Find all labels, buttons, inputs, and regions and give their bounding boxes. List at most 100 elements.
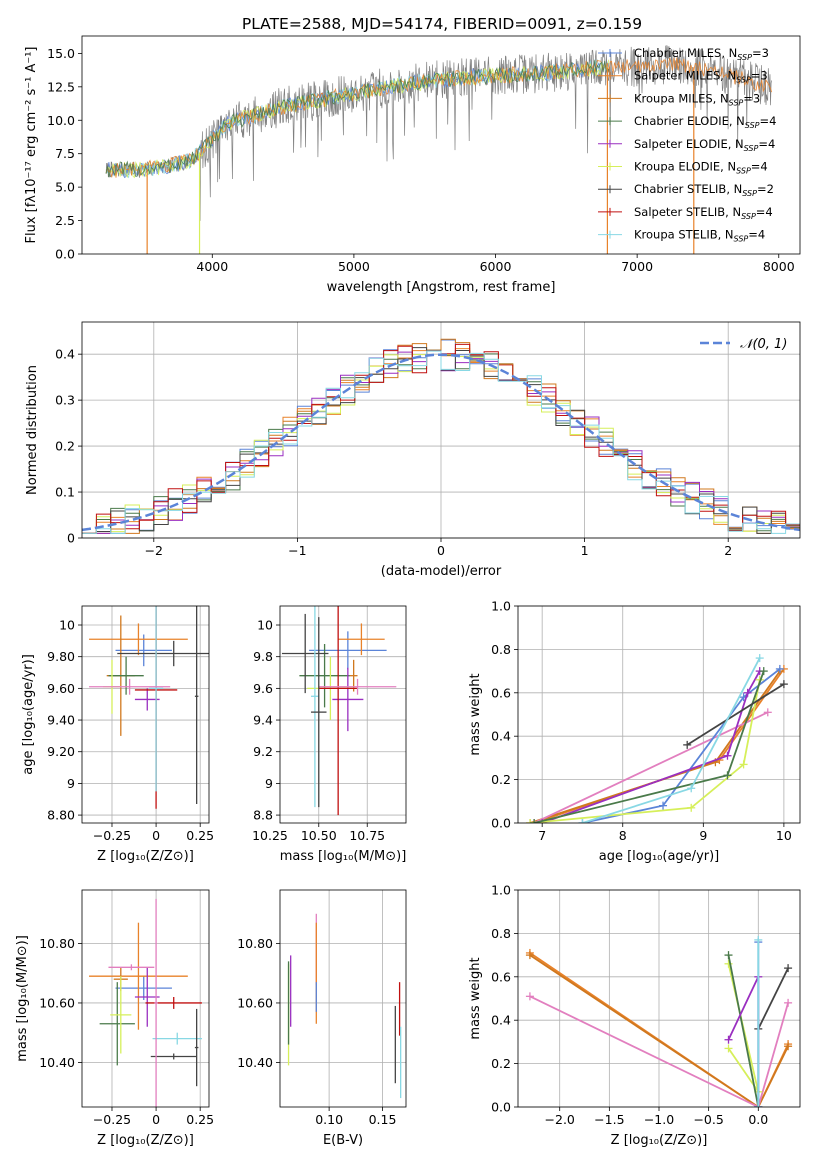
series-marker <box>763 708 772 717</box>
series-marker <box>724 1044 733 1053</box>
x-axis-label: (data-model)/error <box>381 564 502 579</box>
figure-title: PLATE=2588, MJD=54174, FIBERID=0091, z=0… <box>242 15 642 33</box>
series-marker <box>683 740 692 749</box>
y-tick-label: 1.0 <box>491 883 511 898</box>
y-tick-label: 8.8 <box>253 808 273 823</box>
y-tick-label: 12.5 <box>47 79 75 94</box>
axes-frame <box>81 889 210 1108</box>
axes-frame <box>517 889 801 1108</box>
grid-age_vs_Z <box>82 606 209 823</box>
series-line <box>533 711 769 823</box>
series-marker <box>739 760 748 769</box>
x-tick-label: 7 <box>538 828 546 843</box>
series-marker <box>779 680 788 689</box>
y-tick-label: 15.0 <box>47 46 75 61</box>
y-tick-label: 0.2 <box>491 772 511 787</box>
series-line <box>530 679 761 823</box>
y-axis-label: mass weight <box>468 957 483 1039</box>
series-marker <box>525 992 534 1001</box>
axes-massweight_vs_Z: −2.0 −1.5 −1.0 −0.5 0.0 0.0 0.2 0.4 0.6 0.8 1.0 Z [… <box>468 883 801 1148</box>
axes-frame <box>81 35 801 255</box>
y-tick-label: 10.40 <box>237 1055 273 1070</box>
y-tick-label: 9.4 <box>253 713 273 728</box>
x-tick-label: 1 <box>581 543 589 558</box>
series-line <box>529 995 789 1107</box>
x-tick-label: −0.25 <box>93 828 131 843</box>
plot-residuals <box>82 338 800 534</box>
y-tick-label: 2.5 <box>55 213 75 228</box>
x-tick-label: −2 <box>145 543 163 558</box>
axes-frame <box>517 605 801 824</box>
series-line <box>686 683 785 746</box>
y-tick-label: 0.4 <box>491 729 511 744</box>
x-tick-label: 0.10 <box>315 1112 343 1127</box>
series-marker <box>724 1035 733 1044</box>
legend-label: Salpeter ELODIE, NSSP=4 <box>634 137 775 153</box>
x-tick-label: −0.25 <box>93 1112 131 1127</box>
grid-mass_vs_EBV <box>280 890 406 1107</box>
x-tick-label: 6000 <box>480 259 512 274</box>
plot-massweight_vs_Z <box>525 935 793 1107</box>
y-tick-label: 0.8 <box>491 642 511 657</box>
legend: Chabrier MILES, NSSP=3 Salpeter MILES, NS… <box>598 46 776 244</box>
series-marker <box>578 819 587 823</box>
axes-frame <box>81 605 210 824</box>
y-tick-label: 0.3 <box>55 393 75 408</box>
series-marker <box>687 784 696 793</box>
series-marker <box>754 1103 763 1107</box>
x-tick-label: 2 <box>724 543 732 558</box>
y-tick-label: 10.0 <box>47 113 75 128</box>
y-tick-label: 1.0 <box>491 599 511 614</box>
x-tick-label: 0.25 <box>186 1112 214 1127</box>
y-tick-label: 9 <box>67 776 75 791</box>
series-marker <box>784 964 793 973</box>
y-tick-label: 0.0 <box>491 1100 511 1115</box>
y-tick-label: 0.8 <box>491 926 511 941</box>
x-tick-label: 0.25 <box>186 828 214 843</box>
y-tick-label: 9.6 <box>253 681 273 696</box>
series-marker <box>525 951 534 960</box>
plot-mass_vs_EBV <box>287 913 402 1099</box>
y-axis-label: mass [log₁₀(M/M⊙)] <box>15 935 30 1062</box>
grid-age_vs_mass <box>280 606 406 823</box>
x-tick-label: 0.0 <box>748 1112 768 1127</box>
y-tick-label: 9 <box>265 776 273 791</box>
series-marker <box>724 959 733 968</box>
x-tick-label: −1.5 <box>594 1112 624 1127</box>
x-axis-label: Z [log₁₀(Z/Z⊙)] <box>97 1133 194 1148</box>
y-tick-label: 9.8 <box>253 649 273 664</box>
y-tick-label: 0 <box>67 531 75 546</box>
series-marker <box>754 935 763 944</box>
series-marker <box>784 998 793 1007</box>
y-tick-label: 0.6 <box>491 969 511 984</box>
y-axis-label: Flux [fλ10⁻¹⁷ erg cm⁻² s⁻¹ A⁻¹] <box>24 47 39 244</box>
plot-mass_vs_Z <box>89 898 202 1107</box>
legend-label: Chabrier MILES, NSSP=3 <box>634 46 769 62</box>
axes-frame <box>81 321 801 539</box>
x-tick-label: 8 <box>619 828 627 843</box>
y-tick-label: 10.80 <box>39 936 75 951</box>
series-line <box>727 954 760 1107</box>
plot-spectrum <box>105 45 773 254</box>
x-tick-label: 0 <box>152 1112 160 1127</box>
grid-massweight_vs_age <box>518 605 800 824</box>
axes-residuals: −2 −1 0 1 2 0 0.1 0.2 0.3 0.4 (data-model)/error No… <box>25 321 801 579</box>
legend-label: Kroupa MILES, NSSP=3 <box>634 91 760 107</box>
plot-massweight_vs_age <box>526 654 788 823</box>
legend-label: Salpeter MILES, NSSP=3 <box>634 69 768 85</box>
series-marker <box>759 667 768 676</box>
series-marker <box>743 688 752 697</box>
y-tick-label: 0.6 <box>491 685 511 700</box>
x-tick-label: 8000 <box>763 259 795 274</box>
y-axis-label: mass weight <box>468 673 483 755</box>
legend-label: Salpeter STELIB, NSSP=4 <box>634 205 773 221</box>
x-tick-label: 10.75 <box>349 828 385 843</box>
x-tick-label: −1 <box>288 543 306 558</box>
x-axis-label: Z [log₁₀(Z/Z⊙)] <box>611 1133 708 1148</box>
axes-frame <box>279 605 407 824</box>
y-tick-label: 5.0 <box>55 180 75 195</box>
x-axis-label: E(B-V) <box>323 1133 363 1148</box>
spectrum-data-line <box>105 45 773 221</box>
plot-age_vs_Z <box>89 606 209 809</box>
